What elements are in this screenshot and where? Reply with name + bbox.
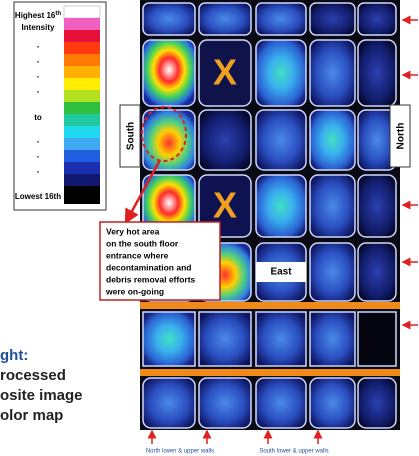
legend-dot: . — [37, 39, 40, 49]
caption-line: rocessed — [0, 367, 66, 384]
annotation-line: entrance where — [106, 250, 169, 260]
side-arrows — [403, 20, 418, 325]
caption-title: ght: — [0, 347, 28, 364]
legend-dot: . — [37, 69, 40, 79]
divider-bar — [140, 302, 400, 309]
bottom-label: North lower & upper walls — [146, 449, 214, 455]
annotation-line: on the south floor — [106, 238, 179, 248]
legend-dot: . — [37, 149, 40, 159]
legend-dot: . — [37, 134, 40, 144]
x-mark: X — [213, 52, 237, 93]
north-label: North — [396, 123, 407, 150]
legend-dot: . — [37, 54, 40, 64]
legend-dot: . — [37, 84, 40, 94]
legend-dot: . — [37, 164, 40, 174]
caption-line: osite image — [0, 387, 83, 404]
bottom-arrows — [152, 431, 318, 444]
tiles — [143, 3, 396, 428]
east-label: East — [270, 267, 292, 278]
annotation-line: debris removal efforts — [106, 274, 196, 284]
annotation-line: Very hot area — [106, 226, 160, 236]
legend-to: to — [34, 113, 42, 122]
caption-line: olor map — [0, 407, 63, 424]
legend-intensity: Intensity — [22, 23, 55, 32]
bottom-label: South lower & upper walls — [259, 449, 328, 455]
x-mark: X — [213, 185, 237, 226]
annotation-line: were on-going — [105, 286, 164, 296]
divider-bar — [140, 369, 400, 376]
south-label: South — [126, 122, 137, 150]
legend-lowest: Lowest 16th — [15, 192, 61, 201]
legend-highest: Highest 16th — [15, 11, 61, 21]
thermal-composite: Highest 16th Intensity . . . . to . . . … — [0, 0, 419, 456]
annotation-line: decontamination and — [106, 262, 191, 272]
color-bar — [64, 6, 100, 204]
